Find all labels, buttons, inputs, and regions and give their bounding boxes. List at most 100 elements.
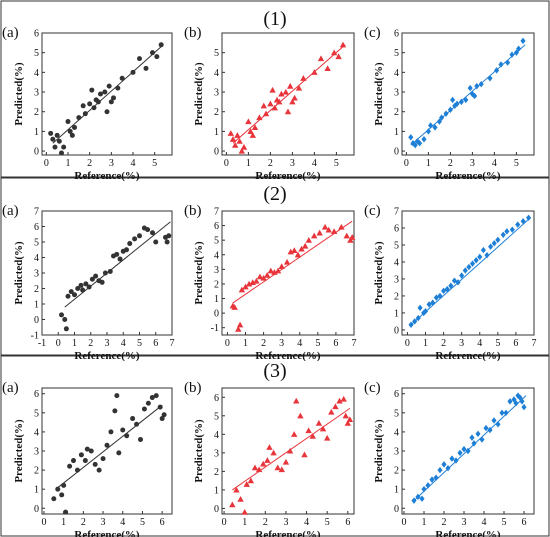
data-point — [270, 449, 277, 456]
fit-line — [55, 404, 163, 490]
data-point — [437, 292, 443, 300]
data-point — [439, 114, 445, 121]
x-axis-label: Reference(%) — [255, 170, 320, 182]
data-point — [290, 431, 298, 437]
plot-area — [221, 210, 355, 336]
data-point — [245, 118, 252, 125]
data-point — [338, 223, 345, 230]
x-tick-label: 3 — [283, 517, 288, 528]
data-point — [411, 497, 417, 504]
y-tick-label: 4 — [214, 430, 219, 441]
data-point — [469, 260, 476, 267]
x-tick-label: 0 — [222, 517, 227, 528]
data-point — [419, 495, 425, 502]
y-axis-label: Predicted(%) — [193, 62, 205, 126]
data-point — [445, 464, 451, 472]
x-tick-label: 2 — [87, 158, 92, 169]
x-tick-label: 5 — [152, 158, 157, 169]
data-point — [232, 141, 239, 148]
y-axis-label: Predicted(%) — [13, 62, 25, 126]
y-tick-label: 3 — [214, 265, 219, 276]
y-tick-label: 7 — [34, 207, 39, 218]
data-point — [412, 318, 418, 325]
x-tick-label: 2 — [441, 338, 446, 349]
fit-line — [64, 221, 171, 308]
data-point — [61, 482, 67, 488]
x-tick-label: 0 — [44, 158, 49, 169]
data-point — [348, 234, 356, 240]
y-tick-label: 1 — [34, 127, 39, 138]
x-tick-label: 5 — [495, 338, 500, 349]
data-point — [475, 430, 481, 438]
data-point — [316, 229, 323, 236]
y-tick-label: 5 — [214, 236, 219, 247]
data-point — [231, 304, 238, 310]
y-tick-label: 1 — [214, 127, 219, 138]
data-point — [63, 509, 69, 515]
data-point — [499, 409, 505, 417]
data-point — [59, 312, 64, 318]
x-tick-label: 4 — [482, 517, 487, 528]
data-point — [515, 392, 521, 399]
y-tick-label: 0 — [394, 147, 399, 158]
y-tick-label: 4 — [34, 68, 39, 79]
y-tick-label: 5 — [34, 48, 39, 59]
x-tick-label: 1 — [423, 338, 428, 349]
data-point — [498, 61, 504, 68]
data-point — [83, 281, 89, 287]
data-point — [50, 136, 56, 142]
data-point — [99, 279, 105, 285]
data-point — [305, 427, 312, 434]
data-point — [102, 89, 108, 95]
fit-line — [232, 407, 351, 491]
plot-area — [401, 32, 535, 156]
data-point — [483, 424, 489, 432]
data-point — [415, 314, 421, 322]
y-tick-label: 6 — [214, 393, 219, 404]
data-point — [159, 416, 165, 422]
data-point — [278, 263, 285, 269]
data-point — [65, 293, 71, 299]
data-point — [494, 67, 500, 74]
y-tick-label: 7 — [394, 207, 399, 218]
x-tick-label: 2 — [88, 338, 93, 349]
data-point — [448, 282, 454, 289]
scatter-panel: (b) 0 1 2 3 4 5 0 1 2 3 4 5 Reference(%) Predicted(%) — [184, 25, 355, 182]
data-point — [461, 445, 467, 453]
data-point — [260, 102, 267, 109]
data-point — [422, 308, 429, 315]
data-point — [465, 447, 471, 455]
data-point — [130, 416, 136, 422]
x-tick-label: 0 — [225, 338, 230, 349]
data-point — [108, 429, 114, 435]
group-frame-1 — [0, 0, 550, 178]
x-tick-label: 4 — [492, 158, 497, 169]
data-point — [477, 253, 483, 261]
data-point — [436, 118, 442, 125]
data-point — [112, 408, 118, 414]
data-point — [504, 228, 510, 235]
data-point — [462, 267, 468, 274]
data-point — [106, 83, 112, 89]
x-tick-label: 1 — [426, 158, 431, 169]
data-point — [467, 84, 473, 92]
x-tick-label: 0 — [56, 338, 61, 349]
x-axis-label: Reference(%) — [255, 529, 320, 537]
data-point — [130, 69, 136, 75]
data-point — [240, 143, 248, 150]
data-point — [478, 80, 484, 88]
x-tick-label: 0 — [405, 338, 410, 349]
data-point — [294, 251, 302, 258]
data-point — [266, 444, 273, 450]
data-point — [289, 98, 296, 105]
y-tick-label: 0 — [214, 309, 219, 320]
data-point — [474, 82, 480, 90]
x-tick-label: 3 — [105, 338, 110, 349]
scatter-panel: (a) 0 1 2 3 4 5 6 0 1 2 3 4 5 6 Reference(%) Predicted(%… — [2, 380, 173, 537]
data-point — [238, 286, 246, 293]
y-tick-label: 6 — [34, 29, 39, 40]
y-tick-label: 6 — [34, 389, 39, 400]
x-tick-label: 1 — [72, 338, 77, 349]
data-point — [480, 246, 486, 254]
